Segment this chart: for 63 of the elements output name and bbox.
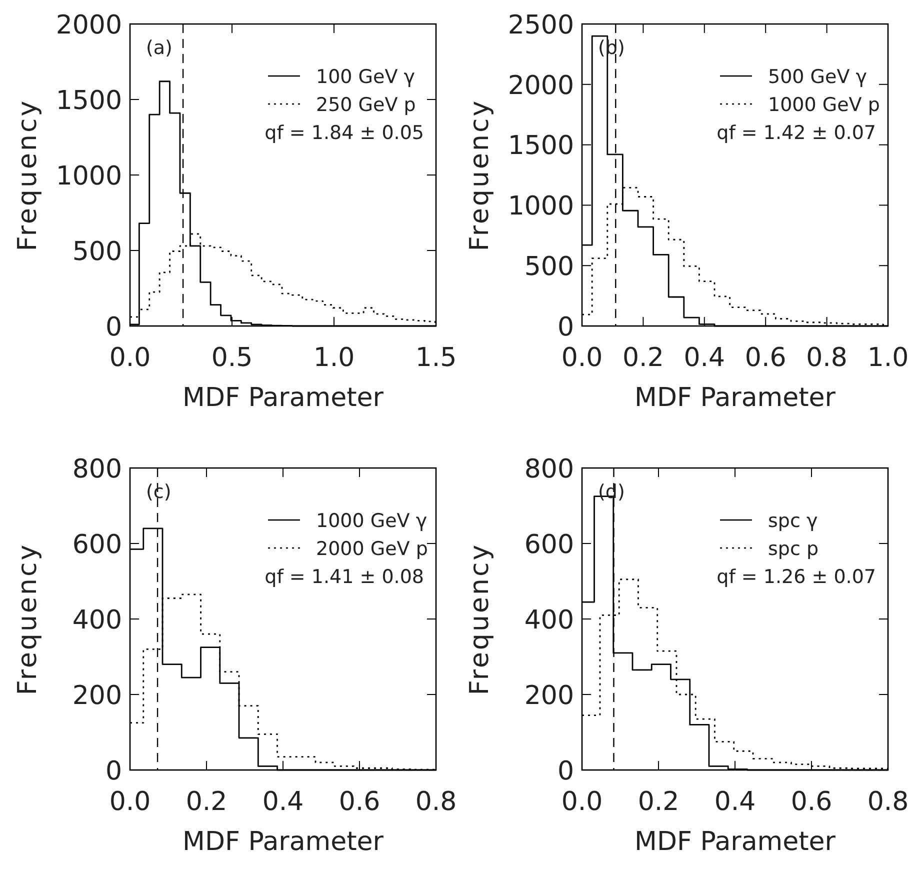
y-tick-label: 2500 <box>508 10 574 40</box>
x-tick-label: 0.2 <box>622 343 664 373</box>
y-tick-label: 1500 <box>56 86 122 116</box>
x-axis-title: MDF Parameter <box>634 827 836 857</box>
x-tick-label: 0.0 <box>561 343 603 373</box>
y-tick-label: 500 <box>72 236 122 267</box>
x-axis-title: MDF Parameter <box>634 383 836 413</box>
legend-label: 500 GeV γ <box>768 66 867 88</box>
y-axis-title: Frequency <box>465 542 495 696</box>
x-tick-label: 0.2 <box>638 787 680 817</box>
y-tick-label: 200 <box>524 680 574 711</box>
y-tick-label: 0 <box>557 312 574 342</box>
y-tick-label: 1000 <box>56 161 122 192</box>
annotation: (c) <box>146 481 172 503</box>
legend-label: spc γ <box>768 510 818 532</box>
y-tick-label: 1500 <box>508 131 574 162</box>
x-tick-label: 0.0 <box>109 343 151 373</box>
x-tick-label: 1.0 <box>867 343 909 373</box>
legend-label: 1000 GeV γ <box>316 510 428 532</box>
legend-label: 100 GeV γ <box>316 66 415 88</box>
legend-label: spc p <box>768 538 819 560</box>
annotation: qf = 1.41 ± 0.08 <box>264 566 424 588</box>
y-tick-label: 400 <box>72 605 122 636</box>
y-axis-title: Frequency <box>13 98 43 252</box>
x-axis-title: MDF Parameter <box>182 827 384 857</box>
x-tick-label: 0.6 <box>338 787 380 817</box>
annotation: qf = 1.26 ± 0.07 <box>716 566 876 588</box>
y-tick-label: 600 <box>72 530 122 560</box>
y-axis-title: Frequency <box>13 542 43 696</box>
x-tick-label: 0.4 <box>714 787 756 817</box>
legend-label: 1000 GeV p <box>768 94 880 116</box>
y-tick-label: 2000 <box>508 70 574 101</box>
x-tick-label: 0.0 <box>109 787 151 817</box>
y-tick-label: 0 <box>105 756 122 786</box>
x-axis-title: MDF Parameter <box>182 383 384 413</box>
y-tick-label: 0 <box>105 312 122 342</box>
x-tick-label: 0.8 <box>415 787 457 817</box>
y-tick-label: 0 <box>557 756 574 786</box>
y-tick-label: 800 <box>524 454 574 484</box>
x-tick-label: 1.0 <box>313 343 355 373</box>
x-tick-label: 0.8 <box>867 787 909 817</box>
legend-label: 250 GeV p <box>316 94 416 116</box>
y-axis-title: Frequency <box>465 98 495 252</box>
x-tick-label: 0.2 <box>186 787 228 817</box>
y-tick-label: 500 <box>524 252 574 282</box>
x-tick-label: 0.6 <box>790 787 832 817</box>
x-tick-label: 0.8 <box>806 343 848 373</box>
x-tick-label: 0.6 <box>744 343 786 373</box>
annotation: (a) <box>146 37 172 59</box>
y-tick-label: 200 <box>72 680 122 711</box>
y-tick-label: 400 <box>524 605 574 636</box>
x-tick-label: 0.0 <box>561 787 603 817</box>
annotation: qf = 1.84 ± 0.05 <box>264 122 424 144</box>
y-tick-label: 600 <box>524 530 574 560</box>
y-tick-label: 800 <box>72 454 122 484</box>
x-tick-label: 0.5 <box>211 343 253 373</box>
y-tick-label: 1000 <box>508 192 574 222</box>
x-tick-label: 1.5 <box>415 343 457 373</box>
x-tick-label: 0.4 <box>262 787 304 817</box>
legend-label: 2000 GeV p <box>316 538 428 560</box>
x-tick-label: 0.4 <box>684 343 726 373</box>
annotation: qf = 1.42 ± 0.07 <box>716 122 876 144</box>
y-tick-label: 2000 <box>56 10 122 40</box>
